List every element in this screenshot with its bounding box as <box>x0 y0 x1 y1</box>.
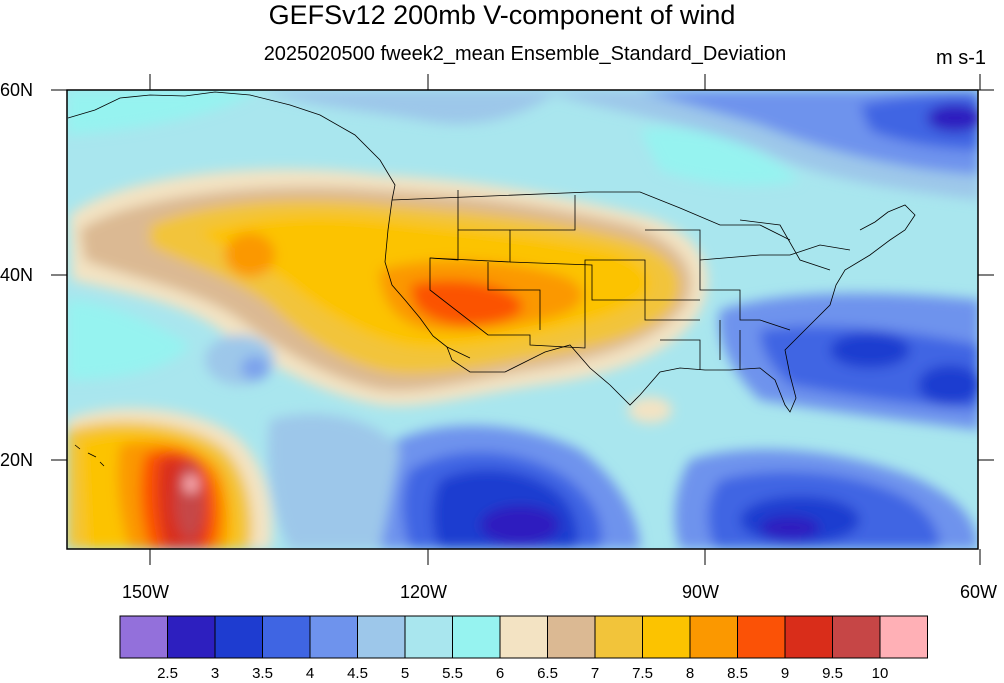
colorbar-label: 9 <box>780 665 790 682</box>
lat-tick-label-20n: 20N <box>0 450 34 470</box>
map-frame <box>66 89 979 550</box>
colorbar-swatch <box>547 615 596 659</box>
axis-ticks <box>51 74 994 565</box>
lat-tick-label-40n: 40N <box>0 265 34 285</box>
lon-tick-label-120w: 120W <box>400 582 448 602</box>
lon-tick-label-90w: 90W <box>682 582 720 602</box>
colorbar-label: 3.5 <box>252 665 273 682</box>
map-subtitle: 2025020500 fweek2_mean Ensemble_Standard… <box>263 43 787 65</box>
colorbar-swatch <box>309 615 358 659</box>
colorbar-label: 2.5 <box>157 665 178 682</box>
colorbar-label: 5.5 <box>442 665 463 682</box>
colorbar-swatch <box>404 615 453 659</box>
lon-tick-label-60w: 60W <box>960 582 998 602</box>
colorbar-swatch <box>119 615 168 659</box>
colorbar-swatch <box>262 615 311 659</box>
colorbar-label: 9.5 <box>822 665 843 682</box>
map-title: GEFSv12 200mb V-component of wind <box>268 0 736 30</box>
colorbar-swatch <box>452 615 501 659</box>
colorbar-swatch <box>832 615 881 659</box>
colorbar-swatch <box>737 615 786 659</box>
colorbar-swatch <box>879 615 928 659</box>
colorbar-label: 6.5 <box>537 665 558 682</box>
lat-tick-label-60n: 60N <box>0 80 34 100</box>
colorbar-label: 4 <box>305 665 315 682</box>
colorbar-label: 7.5 <box>632 665 653 682</box>
colorbar-label: 5 <box>400 665 410 682</box>
colorbar-label: 7 <box>590 665 600 682</box>
colorbar <box>119 615 928 659</box>
lon-tick-label-150w: 150W <box>122 582 170 602</box>
colorbar-swatch <box>214 615 263 659</box>
colorbar-label: 6 <box>495 665 505 682</box>
colorbar-swatch <box>167 615 216 659</box>
colorbar-swatch <box>357 615 406 659</box>
colorbar-label: 4.5 <box>347 665 368 682</box>
colorbar-swatch <box>689 615 738 659</box>
units-label: m s-1 <box>936 47 986 69</box>
contour-field <box>67 90 978 549</box>
colorbar-swatch <box>499 615 548 659</box>
colorbar-swatch <box>594 615 643 659</box>
colorbar-swatch <box>784 615 833 659</box>
colorbar-label: 10 <box>871 665 889 682</box>
coastline-outlines <box>67 91 916 467</box>
colorbar-swatch <box>642 615 691 659</box>
colorbar-label: 8.5 <box>727 665 748 682</box>
colorbar-label: 8 <box>685 665 695 682</box>
colorbar-label: 3 <box>210 665 220 682</box>
